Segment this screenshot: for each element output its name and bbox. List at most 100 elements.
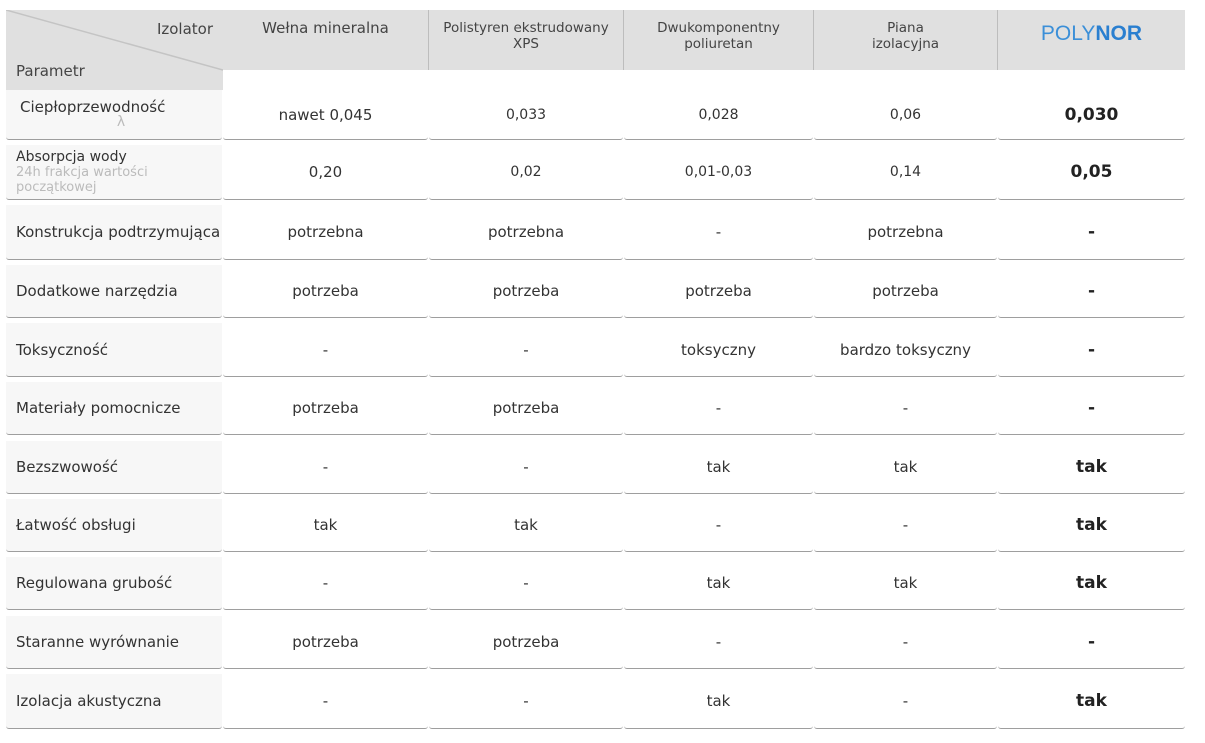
param-cell: Absorpcja wody 24h frakcja wartości począ…: [6, 145, 222, 200]
param-cell: Konstrukcja podtrzymująca: [6, 205, 222, 260]
value-cell: -: [814, 382, 997, 435]
value-cell: tak: [814, 441, 997, 494]
value-cell: -: [429, 674, 623, 729]
table-row: Dodatkowe narzędzia potrzeba potrzeba potrz…: [6, 265, 1185, 318]
param-cell: Staranne wyrównanie: [6, 616, 222, 669]
table-row: Ciepłoprzewodność λ nawet 0,045 0,033 0,028 0…: [6, 90, 1185, 140]
polynor-value-cell: 0,030: [998, 90, 1185, 140]
corner-label-izolator: Izolator: [156, 20, 213, 38]
param-label: Ciepłoprzewodność: [20, 98, 166, 116]
brand-logo-poly: POLY: [1040, 22, 1096, 45]
corner-label-parametr: Parametr: [16, 62, 85, 80]
param-cell: Izolacja akustyczna: [6, 674, 222, 729]
param-cell: Regulowana grubość: [6, 557, 222, 610]
param-label: Regulowana grubość: [16, 574, 173, 592]
param-label: Dodatkowe narzędzia: [16, 282, 178, 300]
polynor-value-cell: 0,05: [998, 145, 1185, 200]
table-row: Łatwość obsługi tak tak - - tak: [6, 499, 1185, 552]
param-label: Konstrukcja podtrzymująca: [16, 223, 221, 241]
value-cell: -: [814, 674, 997, 729]
value-cell: -: [624, 499, 813, 552]
param-cell: Łatwość obsługi: [6, 499, 222, 552]
value-cell: potrzeba: [223, 265, 428, 318]
value-cell: 0,028: [624, 90, 813, 140]
value-cell: -: [624, 205, 813, 260]
polynor-value-cell: -: [998, 616, 1185, 669]
param-sublabel: λ: [116, 114, 126, 130]
table-row: Regulowana grubość - - tak tak tak: [6, 557, 1185, 610]
value-cell: tak: [429, 499, 623, 552]
value-cell: tak: [624, 557, 813, 610]
table-row: Toksyczność - - toksyczny bardzo toksyczny -: [6, 323, 1185, 377]
polynor-value-cell: tak: [998, 557, 1185, 610]
value-cell: potrzeba: [429, 265, 623, 318]
param-cell: Materiały pomocnicze: [6, 382, 222, 435]
value-cell: 0,06: [814, 90, 997, 140]
value-cell: potrzebna: [429, 205, 623, 260]
column-header-xps: Polistyren ekstrudowany XPS: [429, 10, 624, 70]
value-cell: bardzo toksyczny: [814, 323, 997, 377]
param-cell: Dodatkowe narzędzia: [6, 265, 222, 318]
polynor-value-cell: -: [998, 205, 1185, 260]
column-header-welna: Wełna mineralna: [223, 10, 429, 70]
value-cell: -: [814, 616, 997, 669]
column-header-piana: Piana izolacyjna: [814, 10, 998, 70]
value-cell: -: [624, 616, 813, 669]
value-cell: tak: [814, 557, 997, 610]
value-cell: -: [429, 323, 623, 377]
value-cell: -: [624, 382, 813, 435]
value-cell: potrzeba: [429, 616, 623, 669]
diagonal-divider: [6, 10, 223, 71]
column-header-poliuretan: Dwukomponentny poliuretan: [624, 10, 814, 70]
value-cell: potrzeba: [223, 382, 428, 435]
value-cell: potrzeba: [223, 616, 428, 669]
value-cell: -: [223, 323, 428, 377]
value-cell: potrzeba: [624, 265, 813, 318]
value-cell: -: [814, 499, 997, 552]
value-cell: 0,033: [429, 90, 623, 140]
param-label: Bezszwowość: [16, 458, 119, 476]
value-cell: 0,20: [223, 145, 428, 200]
param-label: Staranne wyrównanie: [16, 633, 179, 651]
param-label: Izolacja akustyczna: [16, 692, 162, 710]
value-cell: potrzebna: [814, 205, 997, 260]
param-label: Łatwość obsługi: [16, 516, 136, 534]
value-cell: tak: [624, 674, 813, 729]
table-row: Konstrukcja podtrzymująca potrzebna potrze…: [6, 205, 1185, 260]
param-cell: Ciepłoprzewodność λ: [6, 90, 222, 140]
value-cell: tak: [223, 499, 428, 552]
corner-header: Izolator Parametr: [6, 10, 223, 90]
polynor-value-cell: -: [998, 323, 1185, 377]
value-cell: nawet 0,045: [223, 90, 428, 140]
polynor-value-cell: tak: [998, 499, 1185, 552]
value-cell: -: [223, 557, 428, 610]
polynor-value-cell: tak: [998, 441, 1185, 494]
value-cell: potrzeba: [814, 265, 997, 318]
value-cell: 0,14: [814, 145, 997, 200]
value-cell: -: [429, 441, 623, 494]
polynor-value-cell: tak: [998, 674, 1185, 729]
polynor-value-cell: -: [998, 265, 1185, 318]
value-cell: tak: [624, 441, 813, 494]
table-row: Staranne wyrównanie potrzeba potrzeba - - -: [6, 616, 1185, 669]
param-label: Materiały pomocnicze: [16, 399, 181, 417]
param-label: Absorpcja wody: [16, 149, 127, 165]
table-row: Absorpcja wody 24h frakcja wartości począ…: [6, 145, 1185, 200]
polynor-value-cell: -: [998, 382, 1185, 435]
param-label: Toksyczność: [16, 340, 109, 359]
table-row: Izolacja akustyczna - - tak - tak: [6, 674, 1185, 729]
value-cell: 0,01-0,03: [624, 145, 813, 200]
value-cell: -: [429, 557, 623, 610]
table-row: Bezszwowość - - tak tak tak: [6, 441, 1185, 494]
value-cell: 0,02: [429, 145, 623, 200]
table-row: Materiały pomocnicze potrzeba potrzeba - - -: [6, 382, 1185, 435]
value-cell: potrzebna: [223, 205, 428, 260]
param-sublabel: 24h frakcja wartości początkowej: [16, 165, 148, 195]
column-header-polynor: POLY NOR: [998, 10, 1185, 70]
param-cell: Toksyczność: [6, 323, 222, 377]
brand-logo-nor: NOR: [1095, 22, 1143, 45]
value-cell: toksyczny: [624, 323, 813, 377]
value-cell: -: [223, 674, 428, 729]
param-cell: Bezszwowość: [6, 441, 222, 494]
value-cell: -: [223, 441, 428, 494]
